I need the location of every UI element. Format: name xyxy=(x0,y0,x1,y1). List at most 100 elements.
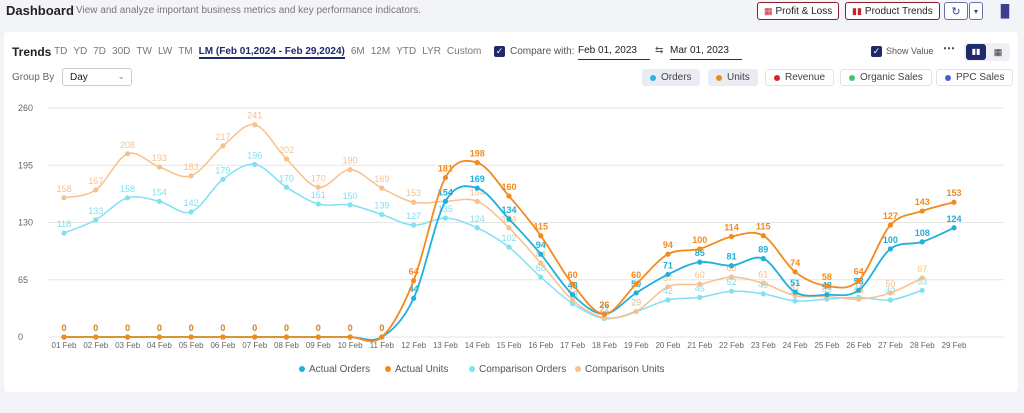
table-icon: ▦ xyxy=(764,5,773,16)
x-tick-label: 25 Feb xyxy=(814,341,839,350)
data-label: 53 xyxy=(917,276,927,286)
column-settings-button[interactable]: ▐▌ xyxy=(993,2,1017,20)
data-label: 0 xyxy=(125,323,130,333)
data-point xyxy=(951,225,957,231)
data-point xyxy=(728,288,735,294)
range-tab[interactable]: TM xyxy=(178,46,193,57)
x-tick-label: 15 Feb xyxy=(497,341,522,350)
data-label: 0 xyxy=(252,323,257,333)
data-point xyxy=(760,233,766,239)
range-tab[interactable]: LW xyxy=(157,46,173,57)
data-label: 108 xyxy=(915,228,930,238)
data-point xyxy=(665,297,671,303)
data-label: 52 xyxy=(726,277,736,287)
legend-marker xyxy=(385,366,391,372)
data-point xyxy=(697,246,703,252)
range-tab[interactable]: 6M xyxy=(350,46,365,57)
data-point xyxy=(792,289,798,295)
data-point xyxy=(887,246,894,252)
refresh-button[interactable]: ↻ xyxy=(944,2,968,20)
data-point xyxy=(665,284,671,290)
data-point xyxy=(569,281,576,287)
show-value-checkbox[interactable]: ✓ xyxy=(871,46,882,57)
data-label: 26 xyxy=(599,300,609,310)
data-point xyxy=(760,256,766,262)
range-tab[interactable]: LYR xyxy=(422,46,441,57)
x-tick-label: 26 Feb xyxy=(846,341,871,350)
range-tab[interactable]: 12M xyxy=(370,46,391,57)
x-tick-label: 10 Feb xyxy=(338,341,363,350)
data-point xyxy=(856,278,862,284)
data-point xyxy=(474,185,480,191)
x-tick-label: 16 Feb xyxy=(528,341,553,350)
data-point xyxy=(411,295,417,301)
data-label: 64 xyxy=(854,267,864,277)
range-tab[interactable]: 7D xyxy=(93,46,107,57)
x-tick-label: 01 Feb xyxy=(52,341,77,350)
chart-view-icon[interactable]: ▮▮ xyxy=(966,44,986,60)
table-view-icon[interactable]: ▦ xyxy=(993,47,1003,57)
metric-chip-ppc-sales[interactable]: PPC Sales xyxy=(936,69,1014,86)
show-value-label: Show Value xyxy=(886,46,934,56)
data-label: 160 xyxy=(501,182,516,192)
product-trends-button[interactable]: ▮▮ Product Trends xyxy=(845,2,940,20)
data-label: 0 xyxy=(157,323,162,333)
data-label: 133 xyxy=(88,206,103,216)
data-point xyxy=(411,199,417,205)
metric-chip-organic-sales[interactable]: Organic Sales xyxy=(840,69,932,86)
data-label: 135 xyxy=(438,204,453,214)
range-tab[interactable]: 30D xyxy=(112,46,131,57)
data-label: 198 xyxy=(470,149,485,159)
refresh-icon: ↻ xyxy=(951,5,961,18)
y-tick-label: 260 xyxy=(18,103,33,113)
data-label: 124 xyxy=(946,214,961,224)
range-tab[interactable]: Custom xyxy=(446,46,482,57)
data-point xyxy=(824,283,830,289)
data-point xyxy=(506,244,512,250)
data-label: 167 xyxy=(88,176,103,186)
data-label: 154 xyxy=(438,187,453,197)
range-tab[interactable]: YTD xyxy=(396,46,417,57)
data-point xyxy=(538,251,544,257)
data-label: 51 xyxy=(790,278,800,288)
metric-chip-units[interactable]: Units xyxy=(708,69,758,86)
data-point xyxy=(760,280,766,286)
metric-chip-orders[interactable]: Orders xyxy=(642,69,700,86)
legend-label: Actual Units xyxy=(395,364,448,375)
range-tab[interactable]: TD xyxy=(54,46,68,57)
profit-loss-button[interactable]: ▦ Profit & Loss xyxy=(757,2,840,20)
refresh-dropdown-button[interactable]: ▾ xyxy=(969,2,983,20)
data-label: 241 xyxy=(247,111,262,121)
range-tab[interactable]: YD xyxy=(73,46,88,57)
data-label: 0 xyxy=(348,323,353,333)
more-options-icon[interactable]: ⋯ xyxy=(943,41,955,55)
compare-checkbox[interactable]: ✓ xyxy=(494,46,505,57)
group-by-select[interactable]: Day ⌄ xyxy=(62,68,132,86)
range-tab-active[interactable]: LM (Feb 01,2024 - Feb 29,2024) xyxy=(198,46,345,59)
x-tick-label: 12 Feb xyxy=(401,341,426,350)
compare-to-date[interactable]: Mar 01, 2023 xyxy=(670,42,742,60)
data-label: 0 xyxy=(61,323,66,333)
data-point xyxy=(188,334,194,340)
data-point xyxy=(220,176,226,182)
data-label: 0 xyxy=(379,323,384,333)
data-label: 142 xyxy=(184,198,199,208)
data-point xyxy=(156,198,162,204)
data-point xyxy=(379,185,385,191)
data-label: 43 xyxy=(822,285,832,295)
data-label: 26 xyxy=(599,300,609,310)
data-point xyxy=(792,269,798,275)
data-label: 208 xyxy=(120,140,135,150)
range-tab[interactable]: TW xyxy=(136,46,152,57)
compare-from-date[interactable]: Feb 01, 2023 xyxy=(578,42,650,60)
chevron-down-icon: ▾ xyxy=(973,6,978,16)
legend-marker xyxy=(299,366,305,372)
metric-chip-revenue[interactable]: Revenue xyxy=(765,69,835,86)
data-point xyxy=(665,251,671,257)
bar-chart-icon: ▮▮ xyxy=(852,5,862,16)
data-point xyxy=(156,334,162,340)
data-label: 0 xyxy=(316,323,321,333)
data-label: 0 xyxy=(284,323,289,333)
swap-icon: ⇆ xyxy=(655,45,664,56)
organic-sales-dot-icon xyxy=(849,74,855,81)
